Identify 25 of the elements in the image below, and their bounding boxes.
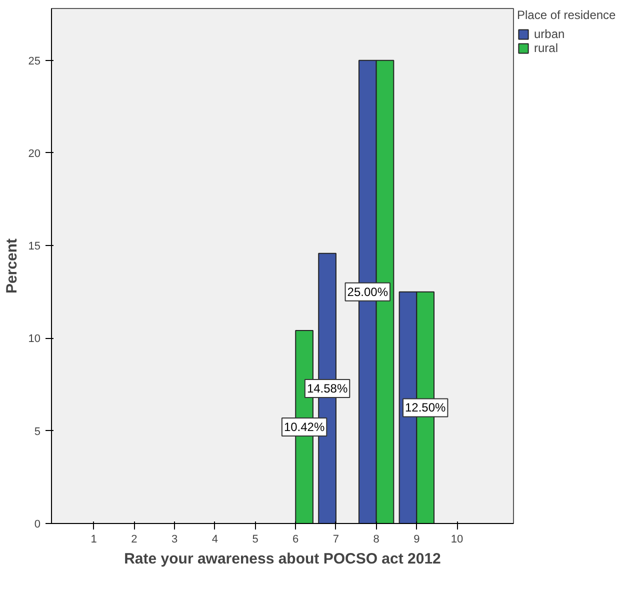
- x-tick-label: 4: [212, 534, 218, 546]
- x-tick-label: 2: [131, 534, 138, 546]
- y-tick-label: 0: [34, 518, 41, 530]
- x-tick-label: 1: [90, 534, 97, 546]
- legend-title: Place of residence: [517, 8, 616, 22]
- x-tick-label: 9: [414, 534, 420, 546]
- x-tick-label: 5: [252, 534, 258, 546]
- x-tick-label: 8: [373, 534, 380, 546]
- y-tick-label: 15: [28, 240, 41, 253]
- y-tick-label: 10: [28, 333, 41, 346]
- data-label: 14.58%: [306, 381, 348, 396]
- y-axis-title: Percent: [3, 238, 20, 294]
- legend-label: rural: [534, 41, 558, 55]
- y-tick-label: 25: [28, 55, 41, 68]
- data-label: 12.50%: [404, 400, 446, 415]
- x-tick-label: 7: [332, 534, 340, 546]
- x-tick-label: 10: [450, 534, 464, 546]
- data-label: 25.00%: [347, 284, 388, 299]
- y-tick-label: 20: [28, 148, 41, 160]
- legend-label: urban: [534, 27, 565, 41]
- x-tick-label: 3: [172, 534, 178, 546]
- x-axis-title: Rate your awareness about POCSO act 2012: [124, 550, 441, 568]
- data-label: 10.42%: [284, 420, 325, 434]
- y-tick-label: 5: [34, 426, 41, 438]
- x-tick-label: 6: [292, 534, 299, 546]
